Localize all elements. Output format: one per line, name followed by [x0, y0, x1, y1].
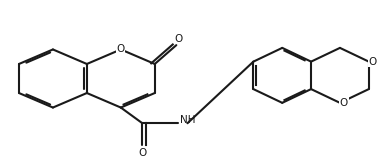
Text: O: O	[138, 148, 147, 157]
Text: O: O	[174, 34, 182, 44]
Text: O: O	[117, 44, 125, 54]
Text: O: O	[340, 98, 348, 108]
Text: O: O	[368, 57, 377, 67]
Text: NH: NH	[180, 115, 195, 125]
